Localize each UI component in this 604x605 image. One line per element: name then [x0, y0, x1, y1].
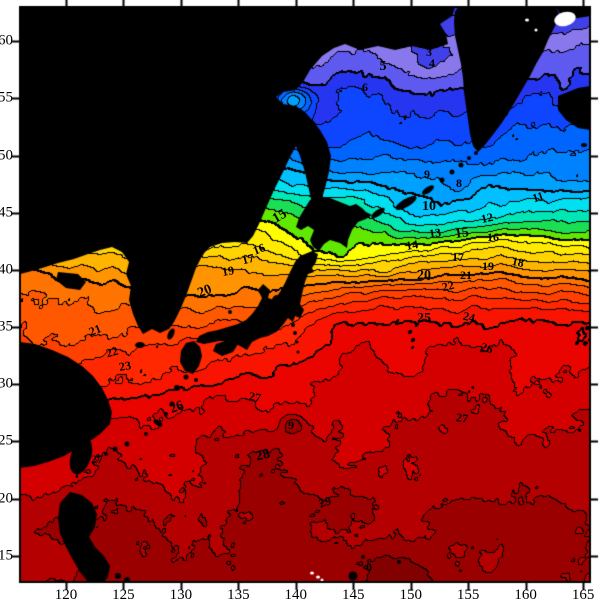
x-tick-label: 140 [284, 587, 308, 603]
contour-label: 8 [456, 176, 462, 190]
y-tick-label: 40 [0, 261, 13, 278]
x-tick-label: 165 [571, 587, 595, 603]
x-tick-label: 145 [342, 587, 365, 603]
contour-label: 20 [417, 268, 431, 283]
x-tick-label: 155 [456, 587, 480, 603]
contour-label: 12 [479, 209, 495, 227]
y-tick-label: 25 [0, 432, 13, 449]
contour-label: 14 [404, 237, 420, 253]
x-tick-label: 130 [169, 587, 193, 603]
x-tick-label: 120 [54, 587, 78, 603]
y-tick-label: 30 [0, 375, 13, 392]
contour-label: 9 [288, 418, 294, 432]
x-tick-label: 150 [399, 587, 422, 603]
x-tick-label: 160 [514, 587, 537, 603]
contour-label: 19 [482, 259, 494, 273]
contour-label: 10 [422, 199, 436, 214]
contour-label: 27 [455, 410, 469, 426]
y-tick-label: 55 [0, 89, 13, 106]
y-tick-label: 45 [0, 204, 13, 221]
y-tick-label: 60 [0, 32, 13, 49]
contour-label: 17 [452, 250, 464, 264]
contour-label: 27 [91, 452, 103, 466]
contour-label: 19 [220, 263, 236, 279]
contour-label: 16 [487, 230, 499, 244]
x-tick-label: 135 [227, 587, 250, 603]
contour-label: 27 [247, 389, 263, 405]
contour-label: 23 [117, 358, 133, 374]
contour-label: 3 [426, 45, 432, 59]
contour-label: 15 [453, 225, 470, 242]
y-tick-label: 50 [0, 147, 13, 164]
contour-label: 17 [240, 250, 256, 268]
contour-label: 9 [424, 167, 430, 181]
contour-label: 21 [460, 268, 472, 282]
y-tick-label: 15 [0, 547, 13, 564]
y-tick-label: 35 [0, 318, 13, 335]
y-tick-label: 20 [0, 490, 13, 507]
contour-label: 25 [417, 311, 431, 326]
contour-label: 6 [362, 80, 368, 94]
contour-label: 5 [379, 59, 387, 74]
contour-label: 0 [366, 560, 372, 574]
contour-label: 18 [510, 253, 526, 271]
contour-label: 13 [428, 225, 442, 241]
contour-label: 22 [440, 277, 456, 295]
x-tick-label: 125 [112, 587, 135, 603]
contour-label: 4 [429, 56, 435, 70]
